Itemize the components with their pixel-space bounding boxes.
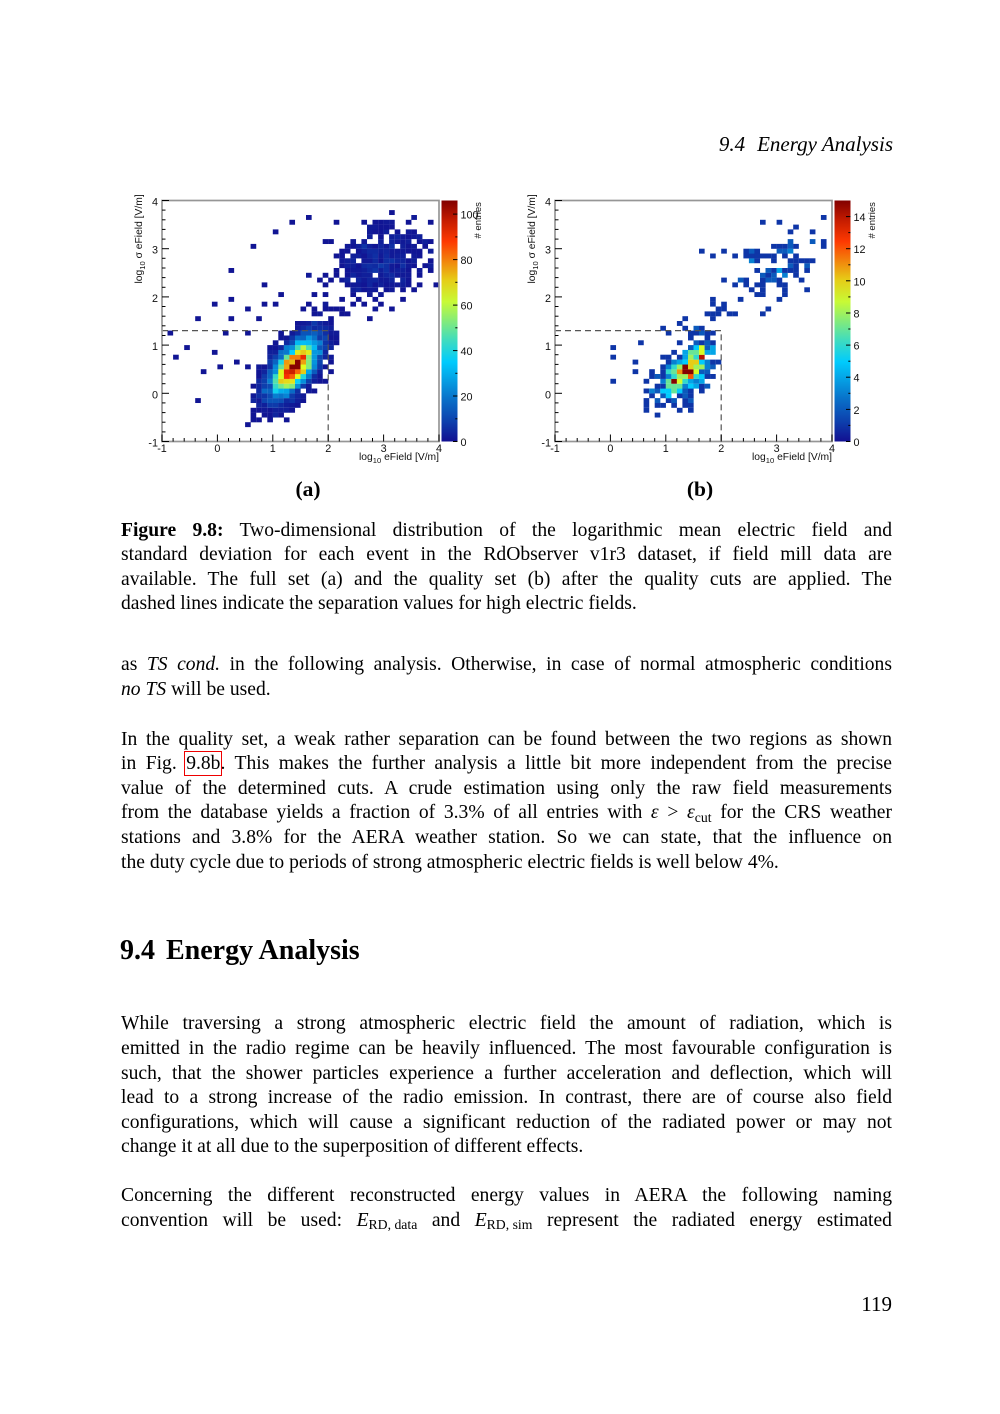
svg-text:-1: -1 [541,438,551,450]
svg-text:14: 14 [854,212,866,224]
svg-text:6: 6 [854,341,860,353]
svg-text:12: 12 [854,244,866,256]
svg-text:4: 4 [152,197,158,209]
svg-text:100: 100 [461,210,479,222]
svg-text:log10 σ eField [V/m]: log10 σ eField [V/m] [134,194,147,283]
svg-text:# entries: # entries [867,202,878,239]
svg-text:log10 eField [V/m]: log10 eField [V/m] [359,452,439,465]
svg-text:1: 1 [152,341,158,353]
svg-text:10: 10 [854,276,866,288]
svg-text:0: 0 [461,437,467,449]
svg-text:0: 0 [214,443,220,455]
svg-text:0: 0 [607,443,613,455]
svg-text:2: 2 [718,443,724,455]
svg-text:40: 40 [461,346,473,358]
svg-text:2: 2 [152,293,158,305]
svg-text:4: 4 [545,197,551,209]
svg-text:4: 4 [854,373,860,385]
svg-text:8: 8 [854,309,860,321]
svg-text:80: 80 [461,255,473,267]
svg-text:3: 3 [774,443,780,455]
svg-text:-1: -1 [148,438,158,450]
svg-text:1: 1 [663,443,669,455]
svg-text:2: 2 [545,293,551,305]
svg-text:log10 σ eField [V/m]: log10 σ eField [V/m] [527,194,540,283]
svg-text:2: 2 [854,405,860,417]
svg-text:0: 0 [152,389,158,401]
svg-text:4: 4 [829,443,835,455]
svg-text:3: 3 [545,245,551,257]
svg-text:1: 1 [545,341,551,353]
svg-text:log10 eField [V/m]: log10 eField [V/m] [752,452,832,465]
svg-text:1: 1 [270,443,276,455]
svg-text:# entries: # entries [473,202,484,239]
svg-text:0: 0 [854,437,860,449]
svg-text:60: 60 [461,301,473,313]
svg-text:3: 3 [381,443,387,455]
svg-text:-1: -1 [550,443,560,455]
svg-text:20: 20 [461,392,473,404]
svg-text:3: 3 [152,245,158,257]
svg-text:4: 4 [436,443,442,455]
svg-text:2: 2 [325,443,331,455]
svg-text:-1: -1 [157,443,167,455]
svg-text:0: 0 [545,389,551,401]
